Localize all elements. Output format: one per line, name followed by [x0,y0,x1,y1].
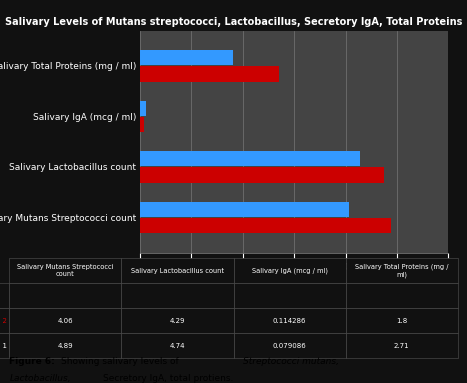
Text: Salivary Levels of Mutans streptococci, Lactobacillus, Secretory IgA, Total Prot: Salivary Levels of Mutans streptococci, … [5,17,462,27]
Text: Lactobacillus,: Lactobacillus, [9,375,71,383]
Text: Secretory IgA, total protiens.: Secretory IgA, total protiens. [103,375,233,383]
Bar [140,151,361,167]
Text: Streptococci mutans,: Streptococci mutans, [243,357,339,366]
Bar [140,101,146,116]
Text: Figure 6:: Figure 6: [9,357,55,366]
Text: Showing salivary levels of: Showing salivary levels of [61,357,181,366]
Bar [140,50,233,65]
Bar [140,117,144,132]
Bar [140,67,279,82]
Bar [140,202,349,217]
Bar [140,167,383,183]
Bar [140,218,391,233]
